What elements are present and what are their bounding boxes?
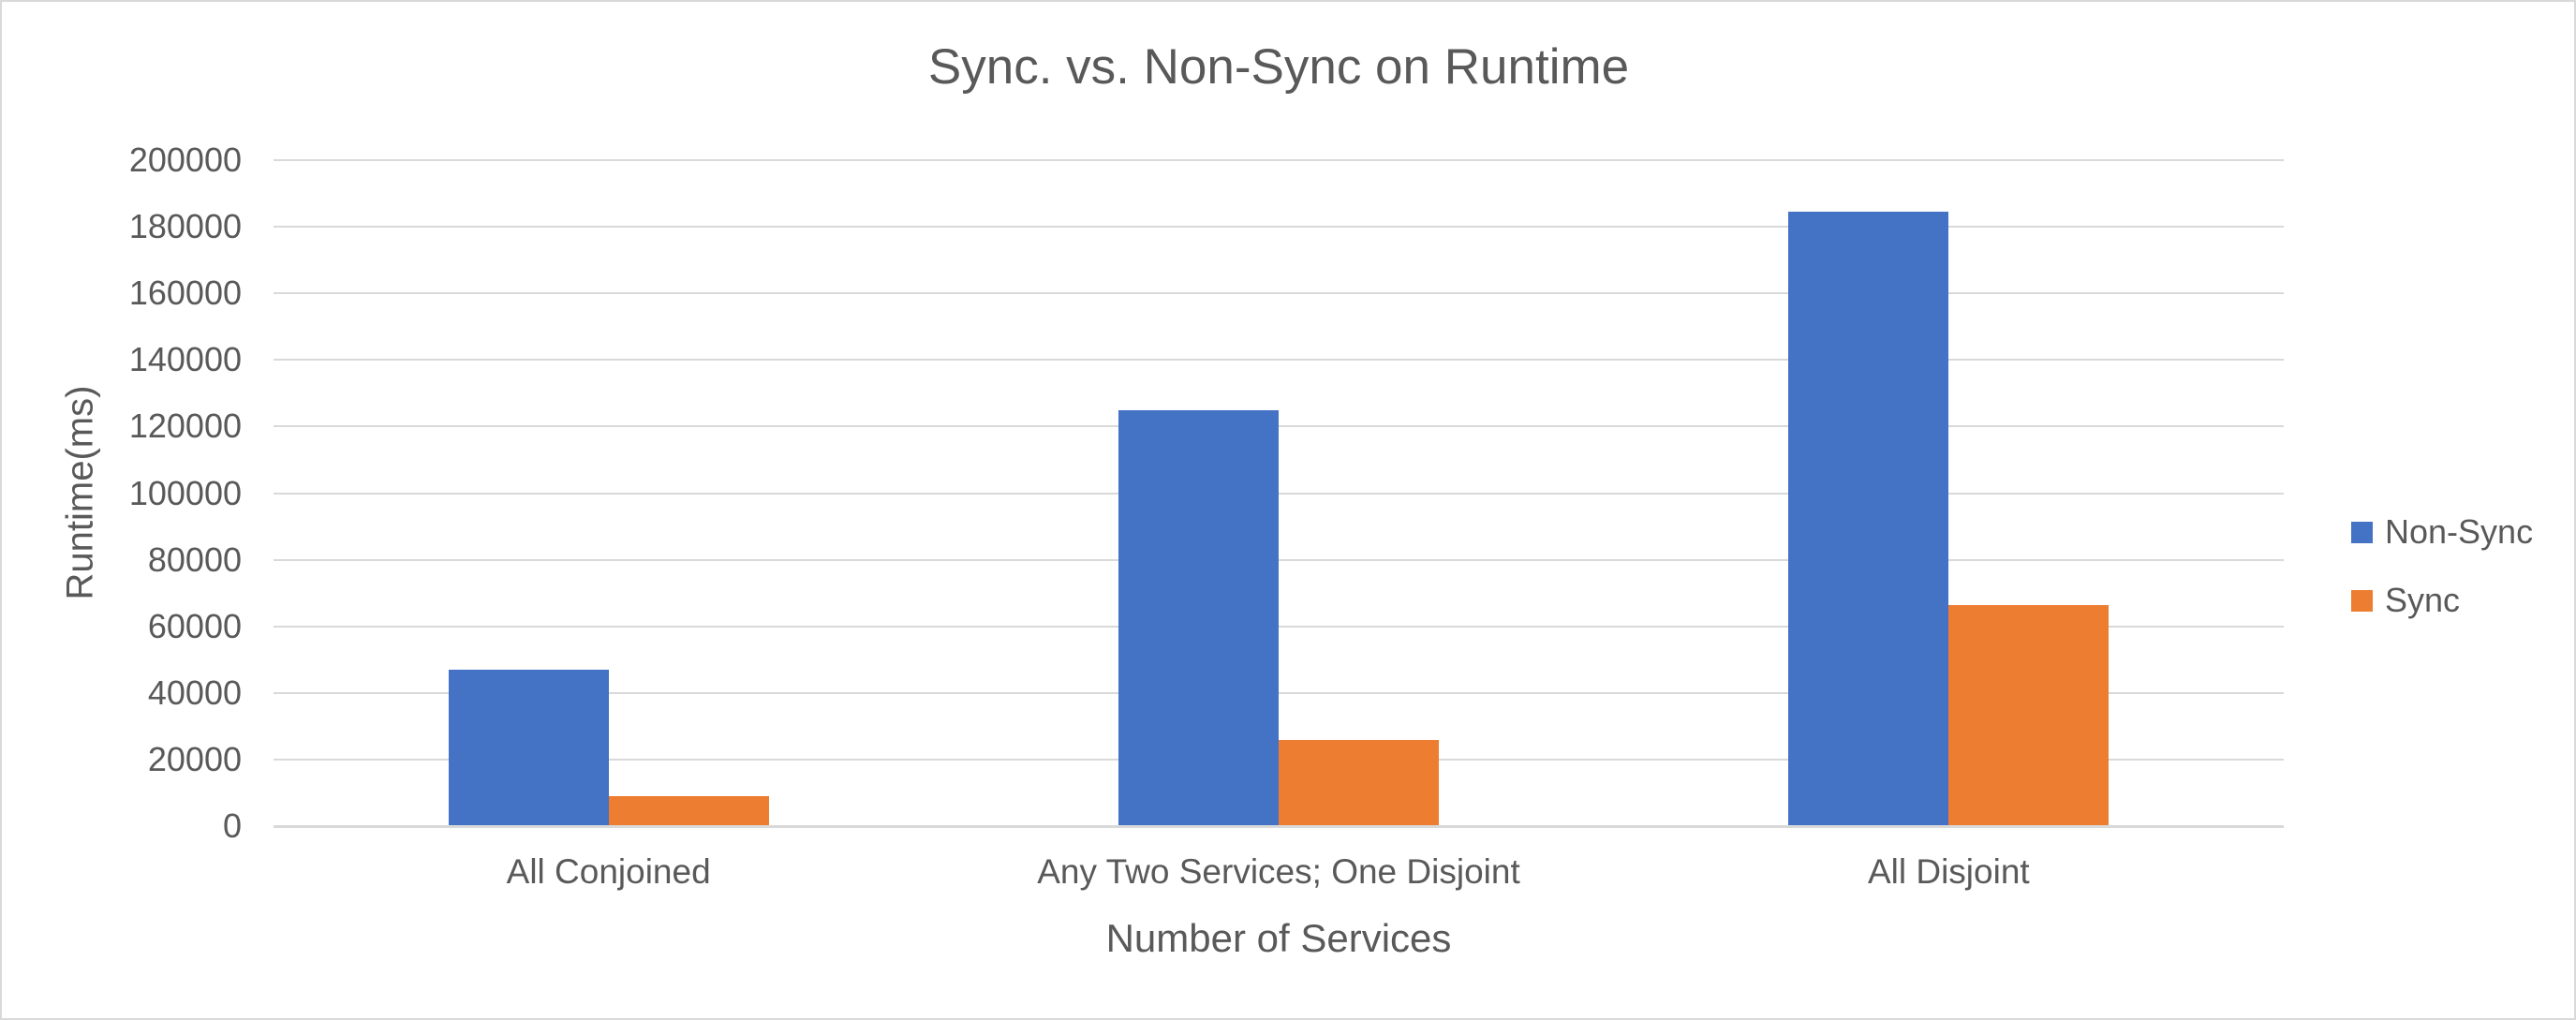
bar xyxy=(1948,604,2110,826)
plot-area xyxy=(274,159,2284,828)
y-tick-label: 140000 xyxy=(128,340,242,379)
bar xyxy=(1788,212,1949,826)
chart-title: Sync. vs. Non-Sync on Runtime xyxy=(927,39,1630,95)
y-tick-label: 100000 xyxy=(128,473,242,512)
legend-item: Non-Sync xyxy=(2351,510,2533,554)
legend-label: Non-Sync xyxy=(2385,512,2534,551)
y-tick-label: 200000 xyxy=(128,140,242,179)
x-axis-line xyxy=(274,824,2284,828)
gridline xyxy=(274,691,2284,694)
y-axis-tick-labels: 0 20000 40000 60000 80000 100000 120000 140000 1… xyxy=(2,140,242,845)
gridline xyxy=(274,226,2284,229)
bar xyxy=(1118,409,1279,826)
gridline xyxy=(274,625,2284,628)
legend-swatch-icon xyxy=(2351,521,2373,543)
legend: Non-Sync Sync xyxy=(2351,510,2533,622)
x-tick-label: Any Two Services; One Disjoint xyxy=(1037,852,1520,891)
x-axis-title: Number of Services xyxy=(1105,916,1452,960)
gridline xyxy=(274,159,2284,161)
x-tick-label: All Conjoined xyxy=(506,852,711,891)
y-tick-label: 120000 xyxy=(128,407,242,446)
gridline xyxy=(274,492,2284,495)
bar xyxy=(608,796,769,826)
bar xyxy=(1279,739,1439,826)
y-tick-label: 0 xyxy=(222,806,242,845)
y-tick-label: 180000 xyxy=(128,207,242,246)
x-tick-label: All Disjoint xyxy=(1867,852,2030,891)
bar xyxy=(448,669,609,826)
gridline xyxy=(274,558,2284,561)
y-tick-label: 40000 xyxy=(147,673,242,712)
gridline xyxy=(274,292,2284,295)
legend-label: Sync xyxy=(2385,581,2461,619)
y-tick-label: 60000 xyxy=(147,606,242,645)
y-tick-label: 20000 xyxy=(147,739,242,778)
y-tick-label: 80000 xyxy=(147,540,242,579)
gridline xyxy=(274,425,2284,428)
y-tick-label: 160000 xyxy=(128,273,242,313)
legend-item: Sync xyxy=(2351,579,2533,622)
legend-swatch-icon xyxy=(2351,589,2373,612)
gridline xyxy=(274,359,2284,362)
